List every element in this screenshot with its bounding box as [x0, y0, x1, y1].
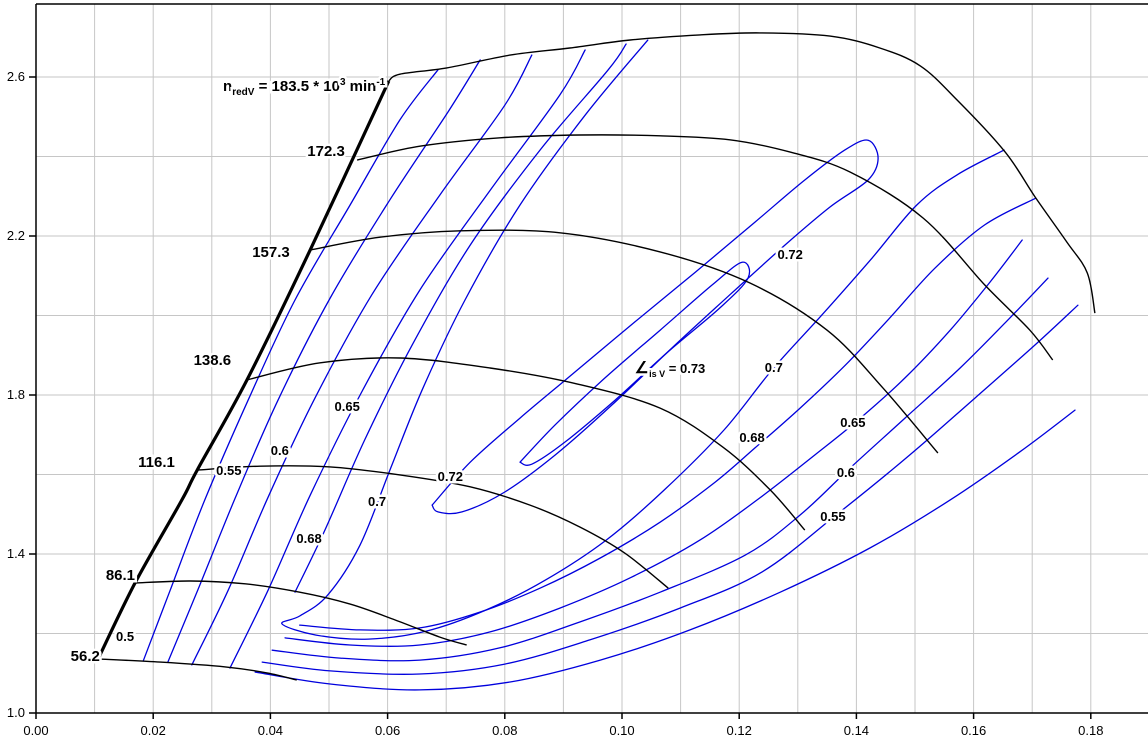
efficiency-contour-0.5	[254, 409, 1076, 691]
contour-label: 0.72	[778, 247, 803, 262]
x-tick-label: 0.14	[844, 723, 869, 738]
speed-annotation-183-5: nredV = 183.5 * 103 min-1	[223, 77, 386, 98]
surge-line	[96, 80, 391, 660]
x-tick-label: 0.00	[23, 723, 48, 738]
speed-label-157.3: 157.3	[252, 244, 290, 261]
x-tick-label: 0.12	[727, 723, 752, 738]
y-tick-label: 2.6	[7, 69, 25, 84]
y-tick-label: 1.8	[7, 387, 25, 402]
y-tick-label: 2.2	[7, 228, 25, 243]
contour-label: 0.6	[271, 443, 289, 458]
efficiency-contour-0.5	[142, 69, 439, 662]
contour-label: 0.5	[116, 629, 134, 644]
contour-label: 0.68	[739, 430, 764, 445]
efficiency-contour-0.55	[261, 304, 1079, 675]
speed-line-86.1	[135, 580, 467, 646]
x-tick-label: 0.18	[1078, 723, 1103, 738]
efficiency-contour-0.65	[284, 239, 1023, 647]
speed-label-116.1: 116.1	[138, 454, 175, 471]
efficiency-contour-0.65	[229, 49, 586, 669]
contour-label: 0.68	[296, 531, 321, 546]
x-tick-label: 0.08	[492, 723, 517, 738]
efficiency-contour-0.7	[281, 39, 1005, 640]
speed-label-172.3: 172.3	[307, 143, 345, 160]
efficiency-contour-0.6	[271, 277, 1049, 662]
y-tick-label: 1.0	[7, 705, 25, 720]
axes-frame	[35, 3, 1148, 714]
tick-marks	[29, 76, 1092, 719]
speed-line-138.6	[246, 357, 806, 531]
speed-line-56.2	[98, 658, 297, 681]
contour-labels: 0.50.550.60.650.680.70.720.720.70.680.65…	[68, 75, 868, 668]
efficiency-contour-0.68	[299, 197, 1037, 631]
efficiency-annotation-0-73: ∠is V = 0.73	[635, 360, 705, 379]
efficiency-contours	[142, 39, 1079, 691]
speed-label-56.2: 56.2	[71, 648, 100, 665]
efficiency-contour-0.55	[167, 59, 481, 663]
x-tick-label: 0.04	[258, 723, 283, 738]
contour-label: 0.7	[368, 494, 386, 509]
x-tick-label: 0.10	[609, 723, 634, 738]
efficiency-contour-0.72	[431, 139, 879, 515]
contour-label: 0.72	[438, 469, 463, 484]
speed-label-138.6: 138.6	[194, 352, 232, 369]
efficiency-contour-0.68	[294, 43, 627, 593]
contour-label: 0.65	[335, 399, 360, 414]
contour-label: 0.65	[840, 415, 865, 430]
contour-label: 0.6	[837, 465, 855, 480]
x-tick-label: 0.02	[141, 723, 166, 738]
speed-line-116.1	[197, 465, 669, 589]
contour-label: 0.7	[765, 360, 783, 375]
efficiency-contour-0.73	[519, 261, 751, 466]
speed-line-157.3	[310, 229, 939, 454]
x-tick-label: 0.16	[961, 723, 986, 738]
speed-line-183.5	[388, 32, 1096, 314]
speed-line-172.3	[356, 134, 1054, 361]
speed-lines	[96, 32, 1096, 681]
y-tick-label: 1.4	[7, 546, 25, 561]
x-tick-label: 0.06	[375, 723, 400, 738]
speed-label-86.1: 86.1	[106, 567, 135, 584]
efficiency-contour-0.6	[191, 54, 533, 666]
contour-label: 0.55	[820, 509, 845, 524]
contour-label: 0.55	[216, 463, 241, 478]
